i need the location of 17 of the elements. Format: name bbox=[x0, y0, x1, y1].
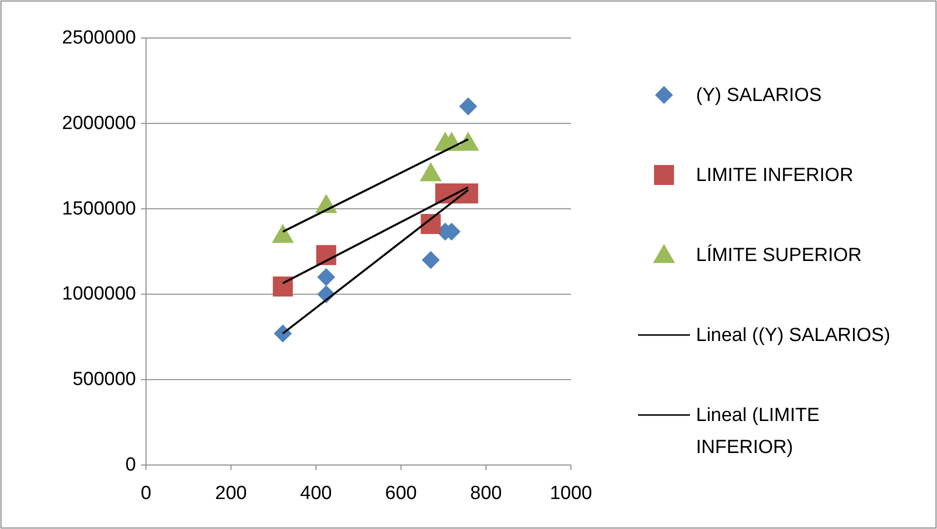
legend-label: LIMITE INFERIOR bbox=[696, 164, 854, 186]
y-tick-label: 0 bbox=[125, 454, 136, 476]
legend-label: LÍMITE SUPERIOR bbox=[696, 244, 862, 266]
x-tick-label: 600 bbox=[385, 483, 417, 504]
y-tick-label: 1500000 bbox=[62, 198, 136, 220]
legend-label: Lineal ((Y) SALARIOS) bbox=[696, 324, 890, 346]
legend-label: (Y) SALARIOS bbox=[696, 84, 822, 106]
y-tick-label: 2500000 bbox=[62, 28, 136, 48]
x-tick-label: 200 bbox=[215, 483, 247, 504]
y-tick-label: 500000 bbox=[72, 369, 136, 390]
x-tick-label: 1000 bbox=[550, 483, 592, 504]
y-tick-label: 1000000 bbox=[62, 284, 136, 305]
y-tick-label: 2000000 bbox=[62, 112, 136, 134]
x-tick-label: 400 bbox=[300, 483, 332, 504]
x-tick-label: 0 bbox=[140, 483, 152, 504]
legend-label: Lineal (LIMITE INFERIOR) bbox=[696, 404, 820, 458]
x-tick-label: 800 bbox=[470, 483, 502, 504]
